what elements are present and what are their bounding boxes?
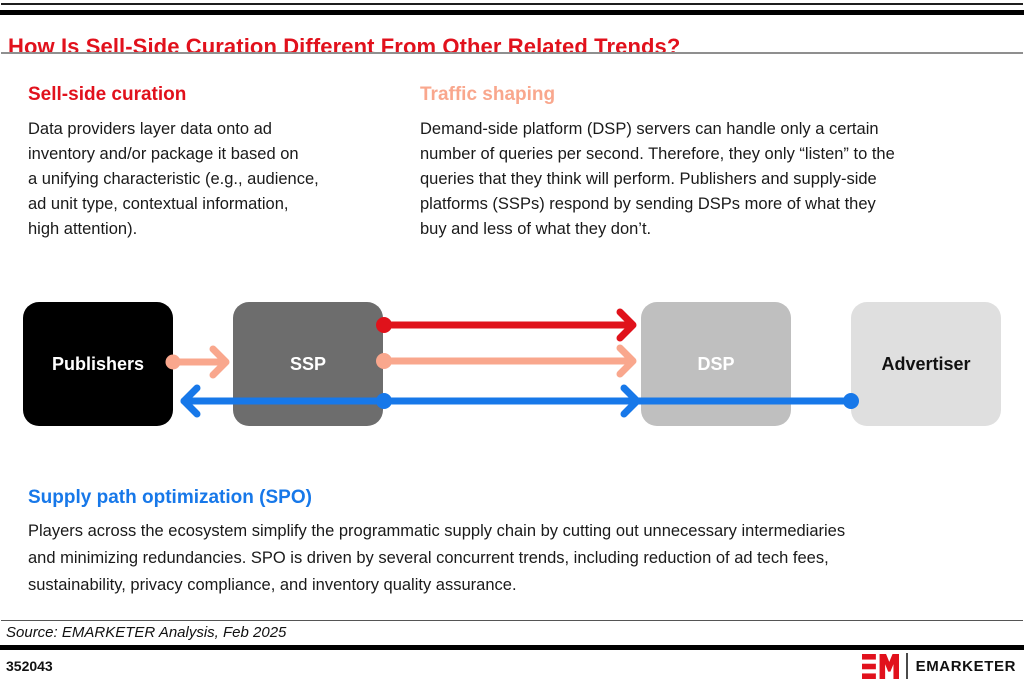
section-traffic-shaping: Traffic shaping Demand-side platform (DS… — [420, 84, 995, 242]
source-divider-rule — [1, 620, 1023, 621]
arrow-publishers-to-ssp — [165, 345, 230, 379]
spo-body: Players across the ecosystem simplify th… — [28, 522, 846, 594]
arrow-head-icon — [180, 384, 201, 418]
node-ssp — [233, 302, 383, 426]
flow-diagram: Publishers SSP DSP Advertiser — [23, 302, 1001, 426]
arrow-ssp-to-dsp-red — [376, 308, 637, 342]
page-title: How Is Sell-Side Curation Different From… — [8, 33, 681, 59]
em-monogram — [861, 653, 899, 679]
arrow-midpoint-dot — [376, 393, 392, 409]
arrow-advertiser-to-publishers-blue — [180, 384, 859, 418]
node-dsp-label: DSP — [697, 354, 734, 374]
top-black-bar — [0, 10, 1024, 15]
node-advertiser — [851, 302, 1001, 426]
traffic-shaping-body: Demand-side platform (DSP) servers can h… — [420, 120, 895, 238]
node-ssp-label: SSP — [290, 354, 326, 374]
arrow-origin-dot — [843, 393, 859, 409]
node-advertiser-label: Advertiser — [881, 354, 970, 374]
chart-id: 352043 — [6, 658, 53, 674]
bottom-black-bar — [0, 645, 1024, 650]
top-thin-rule — [1, 3, 1023, 5]
arrow-head-icon — [616, 344, 637, 378]
source-note: Source: EMARKETER Analysis, Feb 2025 — [6, 624, 287, 641]
emarketer-logo: EMARKETER — [861, 651, 1016, 681]
spo-heading: Supply path optimization (SPO) — [28, 487, 312, 508]
logo-divider — [905, 653, 908, 679]
arrow-head-icon — [616, 308, 637, 342]
section-sell-side-curation: Sell-side curation Data providers layer … — [28, 84, 393, 242]
emarketer-logo-mark-icon — [861, 653, 899, 679]
arrow-ssp-to-dsp-peach — [376, 344, 637, 378]
node-publishers — [23, 302, 173, 426]
sell-side-curation-heading: Sell-side curation — [28, 84, 187, 105]
node-dsp — [641, 302, 791, 426]
sell-side-curation-body: Data providers layer data onto ad invent… — [28, 120, 319, 238]
arrow-head-icon — [209, 345, 230, 379]
logo-wordmark: EMARKETER — [915, 657, 1016, 675]
traffic-shaping-heading: Traffic shaping — [420, 84, 556, 105]
section-spo: Supply path optimization (SPO) Players a… — [28, 487, 1020, 599]
arrow-mid-head-icon — [620, 384, 641, 418]
title-underline-rule — [1, 52, 1023, 54]
node-publishers-label: Publishers — [52, 354, 144, 374]
